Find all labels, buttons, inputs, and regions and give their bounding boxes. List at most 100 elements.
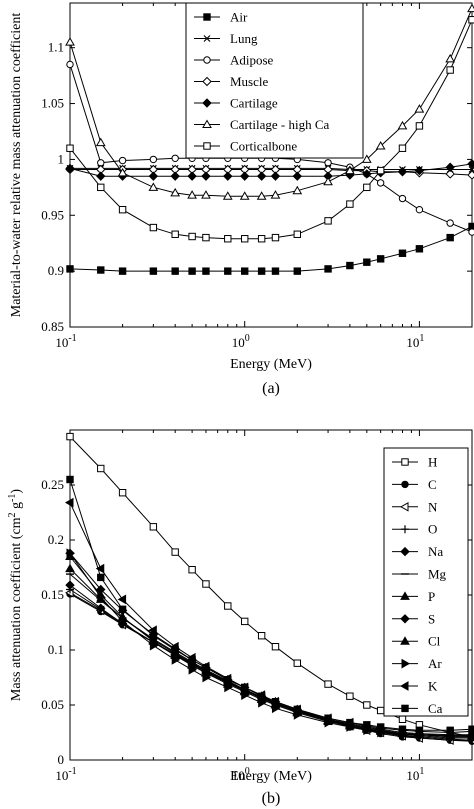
legend-label-mg: Mg [428,567,447,582]
data-point-muscle [467,170,474,180]
data-point-adipose [118,156,127,165]
data-point-cartilage-high-ca [148,182,159,191]
data-point-corticalbone [188,232,196,241]
data-point-corticalbone [363,183,371,192]
data-point-ca [293,705,301,714]
series-corticalbone [66,16,474,243]
data-point-ca [202,663,210,672]
data-point-cartilage [148,171,159,181]
data-point-ar [119,616,128,627]
legend-label-s: S [428,611,435,626]
legend-marker-k [399,681,409,691]
data-point-ca [468,725,474,733]
data-point-air [188,267,196,275]
data-point-air [415,245,424,253]
data-point-ca [241,683,249,692]
legend-label-ar: Ar [428,656,442,671]
data-point-h [257,632,266,640]
data-point-adipose [171,154,179,162]
data-point-ca [118,605,127,613]
data-point-ca [363,721,371,729]
data-point-corticalbone [241,235,249,243]
series-line-muscle [70,169,473,176]
data-point-cartilage-high-ca [95,137,106,147]
y-tick-label: 0.2 [48,532,64,547]
series-line-air [69,225,473,272]
legend-label-lung: Lung [230,31,258,46]
data-point-ca [224,676,232,684]
data-point-air [171,267,179,275]
data-point-adipose [446,219,454,227]
data-point-cartilage-high-ca [65,37,75,46]
legend-label-o: O [428,522,437,537]
legend-label-cl: Cl [428,634,441,649]
series-line-lung [70,167,472,170]
legend-label-n: N [428,499,438,514]
data-point-h [363,701,371,709]
data-point-h [376,706,385,715]
data-point-air [202,267,210,275]
data-point-cartilage [397,166,408,177]
data-point-cartilage [201,171,211,181]
data-point-ar [271,703,281,714]
series-line-ar [69,552,472,737]
data-point-h [202,580,210,588]
legend-marker-h [401,458,409,466]
data-point-ca [257,692,266,700]
data-point-air [293,267,301,275]
data-point-corticalbone [202,233,210,242]
data-point-cartilage [292,171,303,181]
y-tick-label: 0.85 [41,319,64,334]
data-point-air [257,267,266,275]
data-point-adipose [66,60,74,69]
figure-caption: (b) [262,790,281,807]
data-point-air [241,267,249,275]
legend-label-p: P [428,589,435,604]
data-point-ca [66,475,74,484]
data-point-cartilage-high-ca [375,140,386,150]
data-point-corticalbone [271,233,280,242]
data-point-h [97,464,105,473]
legend: Air Lung Adipose Muscle Cartilage Cartilage -… [185,2,364,159]
data-point-cartilage-high-ca [239,191,250,200]
data-point-ca [324,714,332,722]
data-point-air [118,267,127,275]
data-point-cartilage [467,159,474,169]
data-point-cartilage-high-ca [467,3,474,13]
legend-label-cartilage-high-ca: Cartilage - high Ca [230,117,330,132]
data-point-air [324,265,332,273]
legend-marker-cartilage [202,98,212,108]
data-point-air [271,267,280,275]
legend-marker-c [401,480,409,489]
y-tick-label: 0.1 [48,642,64,657]
data-point-corticalbone [257,235,266,243]
data-point-na [96,603,106,613]
series-h [66,432,474,741]
figure-caption: (a) [262,380,280,397]
data-point-k [117,594,127,605]
y-tick-label: 0.9 [48,263,64,278]
data-point-lung [468,166,474,173]
x-tick-label: 10-1 [55,766,76,783]
y-tick-label: 1.1 [48,40,64,55]
data-point-cartilage-high-ca [270,190,281,199]
data-point-corticalbone [118,205,127,214]
data-point-air [376,255,385,263]
data-point-air [149,267,158,275]
chart-a: 0.85 0.9 0.95 1 1.05 1.1 10-1 100 101 Energy (MeV… [9,2,474,397]
legend-marker-cl [400,636,410,645]
x-tick-label: 100 [232,766,250,783]
y-tick-label: 1.05 [41,96,64,111]
legend-marker-cartilage-high-ca [202,119,212,128]
x-axis-label: Energy (MeV) [230,357,312,372]
legend-label-h: H [428,455,437,470]
legend-label-k: K [428,679,438,694]
data-point-ca [346,718,354,727]
legend-label-c: C [428,477,437,492]
y-axis-label: Material-to-water relative mass attenuat… [9,13,24,318]
data-point-corticalbone [149,223,158,232]
data-point-corticalbone [97,183,105,192]
data-point-cartilage-high-ca [345,165,355,175]
x-axis-label: Energy (MeV) [230,769,312,784]
